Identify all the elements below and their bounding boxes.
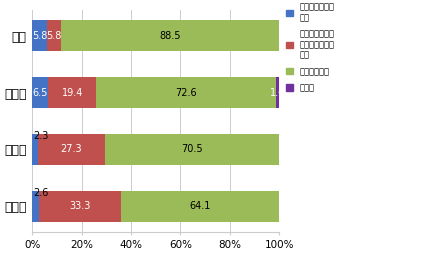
Bar <box>275 77 279 108</box>
Legend: 見学したことが
ある, 知っているが、
見学したことは
ない, 知らなかった, 無回答: 見学したことが ある, 知っているが、 見学したことは ない, 知らなかった, … <box>285 3 333 92</box>
Text: 27.3: 27.3 <box>60 145 82 154</box>
Bar <box>105 134 279 165</box>
Bar <box>38 134 105 165</box>
Text: 6.5: 6.5 <box>33 88 48 98</box>
Text: 88.5: 88.5 <box>159 30 181 41</box>
Bar <box>32 191 39 222</box>
Text: 1.6: 1.6 <box>269 88 285 98</box>
Bar <box>61 20 279 51</box>
Text: 2.6: 2.6 <box>33 188 49 198</box>
Text: 72.6: 72.6 <box>174 88 196 98</box>
Bar <box>96 77 275 108</box>
Bar <box>32 20 46 51</box>
Bar <box>121 191 279 222</box>
Bar <box>39 191 121 222</box>
Text: 2.3: 2.3 <box>33 131 49 141</box>
Bar <box>32 134 38 165</box>
Bar <box>46 20 61 51</box>
Text: 19.4: 19.4 <box>62 88 83 98</box>
Bar <box>32 77 48 108</box>
Text: 5.8: 5.8 <box>46 30 61 41</box>
Text: 5.8: 5.8 <box>32 30 47 41</box>
Bar <box>48 77 96 108</box>
Text: 33.3: 33.3 <box>69 201 90 211</box>
Text: 64.1: 64.1 <box>189 201 210 211</box>
Text: 70.5: 70.5 <box>181 145 203 154</box>
